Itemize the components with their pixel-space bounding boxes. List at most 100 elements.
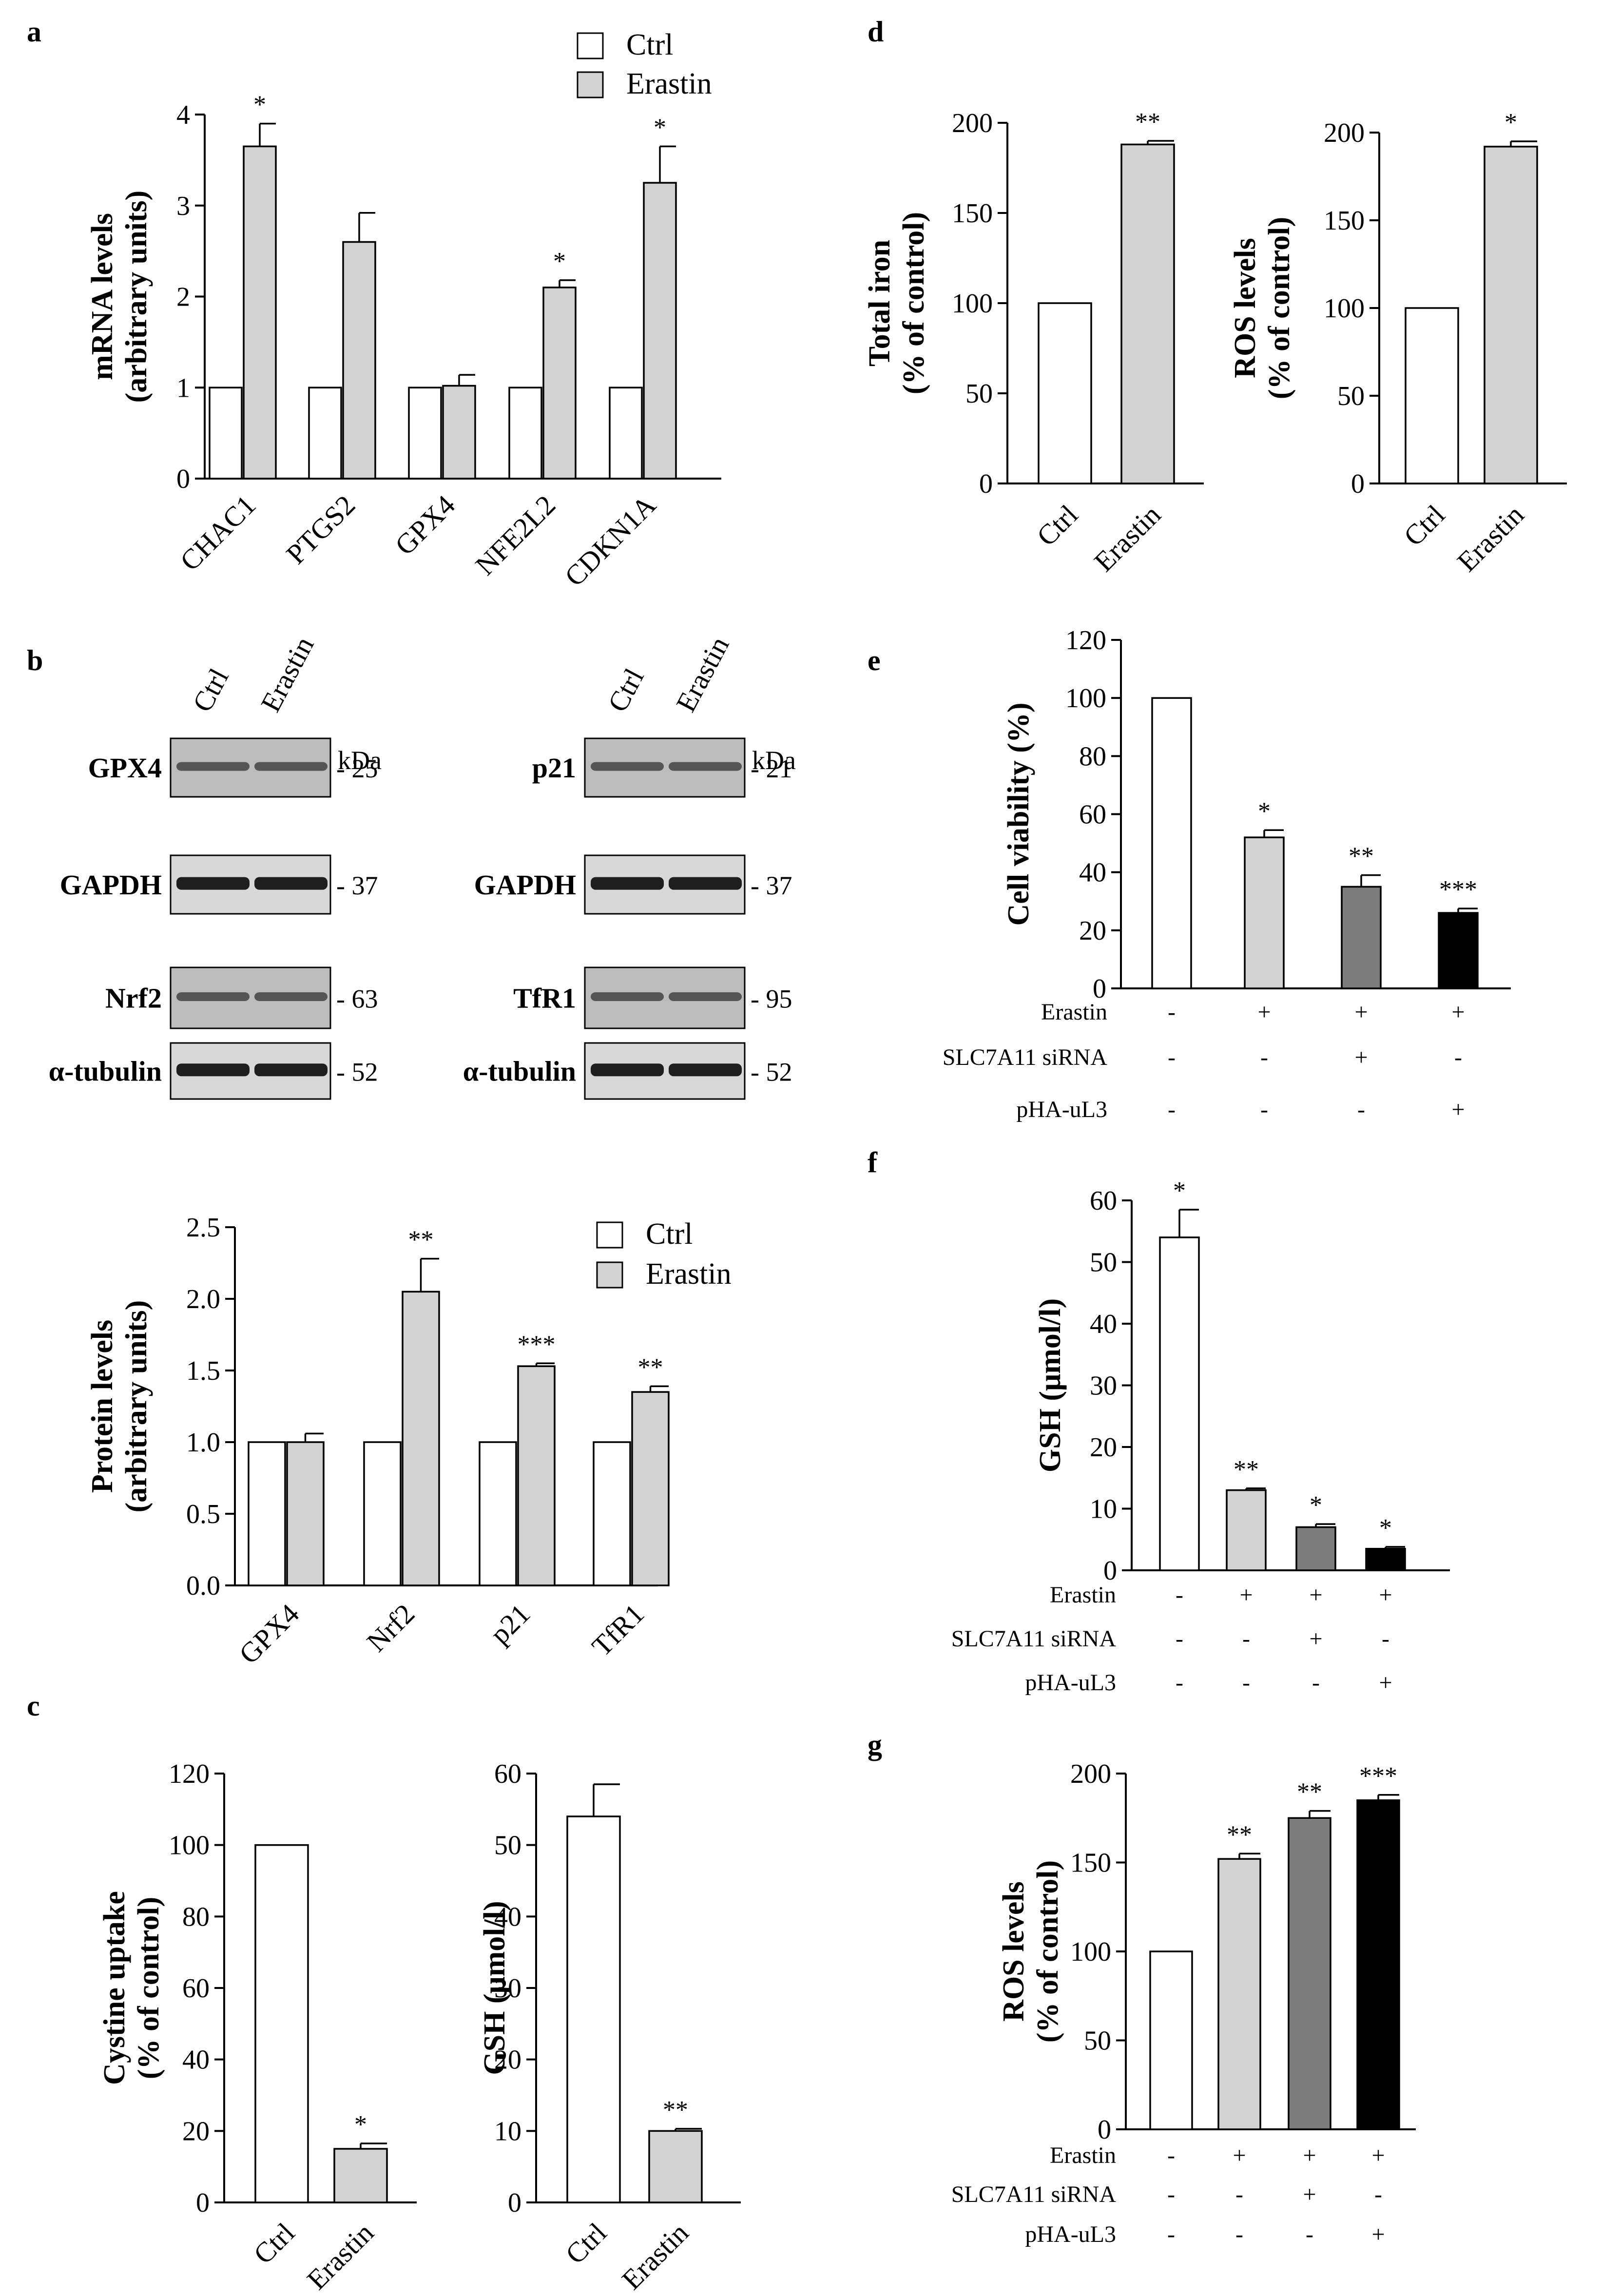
blot-kda-marker: - 52 bbox=[336, 1058, 378, 1087]
condition-sign: + bbox=[1371, 2221, 1385, 2247]
bar-ctrl-nrf2 bbox=[363, 1441, 402, 1586]
x-tick-label: GPX4 bbox=[233, 1598, 306, 1670]
y-tick-label: 40 bbox=[1090, 1309, 1117, 1339]
x-tick-label: PTGS2 bbox=[280, 489, 361, 570]
blot-protein-label: Nrf2 bbox=[105, 983, 162, 1014]
y-axis-label: Protein levels bbox=[86, 1320, 119, 1493]
bar-erastin bbox=[1120, 143, 1175, 484]
significance-label: * bbox=[553, 248, 566, 275]
bar-condition-4 bbox=[1438, 912, 1479, 989]
blot-band bbox=[591, 1063, 664, 1077]
blot-column-label: Ctrl bbox=[186, 663, 235, 717]
condition-label: pHA-uL3 bbox=[1025, 1670, 1116, 1696]
bar-erastin-nfe2l2 bbox=[542, 287, 577, 480]
significance-label: ** bbox=[1135, 108, 1160, 136]
bar-condition-1 bbox=[1159, 1236, 1200, 1571]
y-tick-label: 4 bbox=[176, 100, 190, 130]
y-tick-label: 40 bbox=[494, 1902, 521, 1932]
significance-label: ** bbox=[1234, 1456, 1259, 1484]
condition-sign: - bbox=[1242, 1626, 1250, 1652]
bar-erastin bbox=[333, 2148, 388, 2203]
blot-protein-label: GPX4 bbox=[88, 752, 162, 784]
x-tick-label: Ctrl bbox=[247, 2217, 301, 2270]
y-tick-label: 0 bbox=[979, 469, 993, 499]
bar-erastin-gpx4 bbox=[286, 1441, 325, 1586]
y-tick-label: 1.0 bbox=[186, 1428, 220, 1458]
y-tick-label: 20 bbox=[494, 2045, 521, 2075]
blot-kda-marker: - 63 bbox=[336, 984, 378, 1014]
condition-sign: + bbox=[1451, 999, 1465, 1025]
x-tick-label: Ctrl bbox=[1030, 499, 1084, 552]
condition-sign: - bbox=[1235, 2181, 1243, 2207]
bar-erastin-p21 bbox=[517, 1365, 556, 1586]
panel-label: d bbox=[868, 16, 884, 48]
bar-condition-3 bbox=[1295, 1526, 1336, 1571]
bar-ctrl-chac1 bbox=[209, 386, 243, 480]
significance-label: * bbox=[1310, 1491, 1322, 1519]
condition-sign: + bbox=[1354, 1044, 1368, 1070]
blot-kda-marker: - 95 bbox=[751, 984, 792, 1014]
y-tick-label: 0.5 bbox=[186, 1499, 220, 1529]
condition-sign: - bbox=[1382, 1626, 1389, 1652]
bar-ctrl-gpx4 bbox=[248, 1441, 286, 1586]
kda-label: kDa bbox=[338, 746, 382, 775]
significance-label: * bbox=[1173, 1177, 1186, 1205]
y-tick-label: 150 bbox=[1324, 206, 1365, 236]
condition-label: Erastin bbox=[1050, 1582, 1116, 1608]
legend-label: Erastin bbox=[626, 67, 712, 100]
y-axis-label: (arbitrary units) bbox=[120, 1300, 153, 1513]
significance-label: * bbox=[354, 2111, 367, 2139]
blot-protein-label: p21 bbox=[532, 752, 576, 784]
condition-label: Erastin bbox=[1041, 999, 1107, 1025]
y-tick-label: 3 bbox=[176, 191, 190, 221]
bar-ctrl bbox=[254, 1844, 309, 2203]
blot-protein-label: GAPDH bbox=[60, 869, 162, 901]
blot-band bbox=[669, 762, 742, 771]
blot-band bbox=[591, 762, 664, 771]
y-tick-label: 60 bbox=[182, 1973, 210, 2004]
blot-band bbox=[176, 877, 250, 890]
blot-band bbox=[669, 877, 742, 890]
condition-label: Erastin bbox=[1050, 2142, 1116, 2168]
panel-label: b bbox=[27, 644, 43, 676]
y-tick-label: 100 bbox=[952, 289, 993, 319]
y-axis-label: ROS levels bbox=[1229, 238, 1262, 378]
condition-sign: - bbox=[1168, 999, 1176, 1025]
y-tick-label: 0 bbox=[508, 2188, 521, 2218]
condition-sign: - bbox=[1260, 1097, 1268, 1122]
y-tick-label: 0 bbox=[196, 2188, 210, 2218]
condition-sign: - bbox=[1306, 2221, 1313, 2247]
bar-ctrl bbox=[1405, 307, 1459, 484]
blot-band bbox=[176, 992, 250, 1001]
y-tick-label: 10 bbox=[1090, 1494, 1117, 1524]
condition-sign: + bbox=[1371, 2142, 1385, 2168]
y-tick-label: 30 bbox=[1090, 1371, 1117, 1401]
y-tick-label: 20 bbox=[1090, 1432, 1117, 1463]
y-tick-label: 150 bbox=[1070, 1848, 1111, 1878]
condition-sign: - bbox=[1176, 1626, 1183, 1652]
y-tick-label: 20 bbox=[182, 2116, 210, 2146]
condition-sign: - bbox=[1242, 1670, 1250, 1696]
blot-column-label: Erastin bbox=[670, 632, 735, 717]
y-tick-label: 100 bbox=[1070, 1937, 1111, 1967]
y-tick-label: 50 bbox=[1084, 2026, 1111, 2056]
condition-sign: - bbox=[1176, 1670, 1183, 1696]
y-tick-label: 0 bbox=[176, 464, 190, 494]
condition-label: pHA-uL3 bbox=[1025, 2221, 1116, 2247]
y-tick-label: 0.0 bbox=[186, 1571, 220, 1601]
bar-condition-2 bbox=[1226, 1489, 1267, 1571]
y-tick-label: 0 bbox=[1093, 974, 1106, 1004]
bar-ctrl bbox=[566, 1815, 621, 2203]
condition-sign: - bbox=[1235, 2221, 1243, 2247]
y-tick-label: 50 bbox=[494, 1831, 521, 1861]
x-tick-label: Ctrl bbox=[559, 2217, 613, 2270]
panel-label: e bbox=[868, 644, 881, 676]
blot-kda-marker: - 37 bbox=[751, 871, 792, 900]
y-tick-label: 120 bbox=[169, 1759, 210, 1789]
blot-band bbox=[669, 1063, 742, 1077]
x-tick-label: Erastin bbox=[616, 2217, 694, 2296]
y-tick-label: 200 bbox=[952, 108, 993, 138]
legend-label: Erastin bbox=[646, 1257, 732, 1291]
y-tick-label: 10 bbox=[494, 2116, 521, 2146]
y-axis-label: (% of control) bbox=[897, 212, 930, 394]
